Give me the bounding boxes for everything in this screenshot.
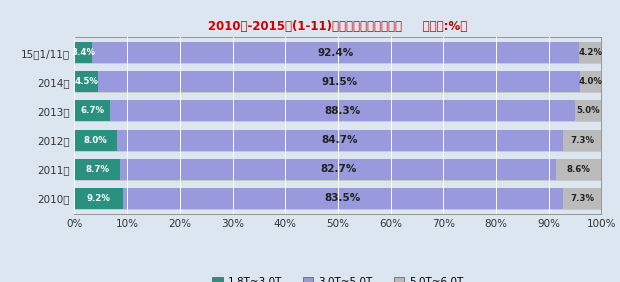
- Text: 5.0%: 5.0%: [577, 106, 600, 115]
- Bar: [74, 100, 601, 122]
- Text: 88.3%: 88.3%: [324, 106, 360, 116]
- Bar: [98, 71, 580, 92]
- Text: 8.7%: 8.7%: [86, 165, 109, 174]
- Bar: [74, 129, 601, 151]
- Text: 82.7%: 82.7%: [320, 164, 356, 174]
- Text: 84.7%: 84.7%: [322, 135, 358, 145]
- Legend: 1.8T~3.0T, 3.0T~5.0T, 5.0T~6.0T: 1.8T~3.0T, 3.0T~5.0T, 5.0T~6.0T: [208, 272, 467, 282]
- Bar: [74, 71, 601, 92]
- Bar: [563, 188, 601, 209]
- Text: 4.0%: 4.0%: [579, 77, 603, 86]
- Text: 8.6%: 8.6%: [567, 165, 591, 174]
- Text: 7.3%: 7.3%: [570, 194, 594, 203]
- Text: 3.4%: 3.4%: [71, 48, 95, 57]
- Text: 4.5%: 4.5%: [74, 77, 98, 86]
- Bar: [123, 188, 563, 209]
- Text: 7.3%: 7.3%: [570, 136, 594, 145]
- Bar: [74, 42, 92, 63]
- Text: 8.0%: 8.0%: [84, 136, 107, 145]
- Bar: [74, 129, 117, 151]
- Title: 2010年-2015年(1-11)轻卡分吨位市场比重图     （单位:%）: 2010年-2015年(1-11)轻卡分吨位市场比重图 （单位:%）: [208, 20, 467, 33]
- Bar: [74, 42, 601, 63]
- Bar: [110, 100, 575, 122]
- Bar: [74, 100, 110, 122]
- Bar: [74, 159, 120, 180]
- Bar: [120, 159, 556, 180]
- Bar: [563, 129, 601, 151]
- Bar: [580, 71, 601, 92]
- Bar: [74, 188, 123, 209]
- Text: 9.2%: 9.2%: [87, 194, 110, 203]
- Text: 83.5%: 83.5%: [325, 193, 361, 203]
- Bar: [117, 129, 563, 151]
- Text: 91.5%: 91.5%: [321, 77, 357, 87]
- Bar: [74, 188, 601, 209]
- Bar: [74, 159, 601, 180]
- Bar: [556, 159, 601, 180]
- Bar: [74, 71, 98, 92]
- Bar: [92, 42, 579, 63]
- Text: 92.4%: 92.4%: [317, 48, 354, 58]
- Text: 6.7%: 6.7%: [80, 106, 104, 115]
- Bar: [575, 100, 601, 122]
- Bar: [579, 42, 601, 63]
- Text: 4.2%: 4.2%: [578, 48, 603, 57]
